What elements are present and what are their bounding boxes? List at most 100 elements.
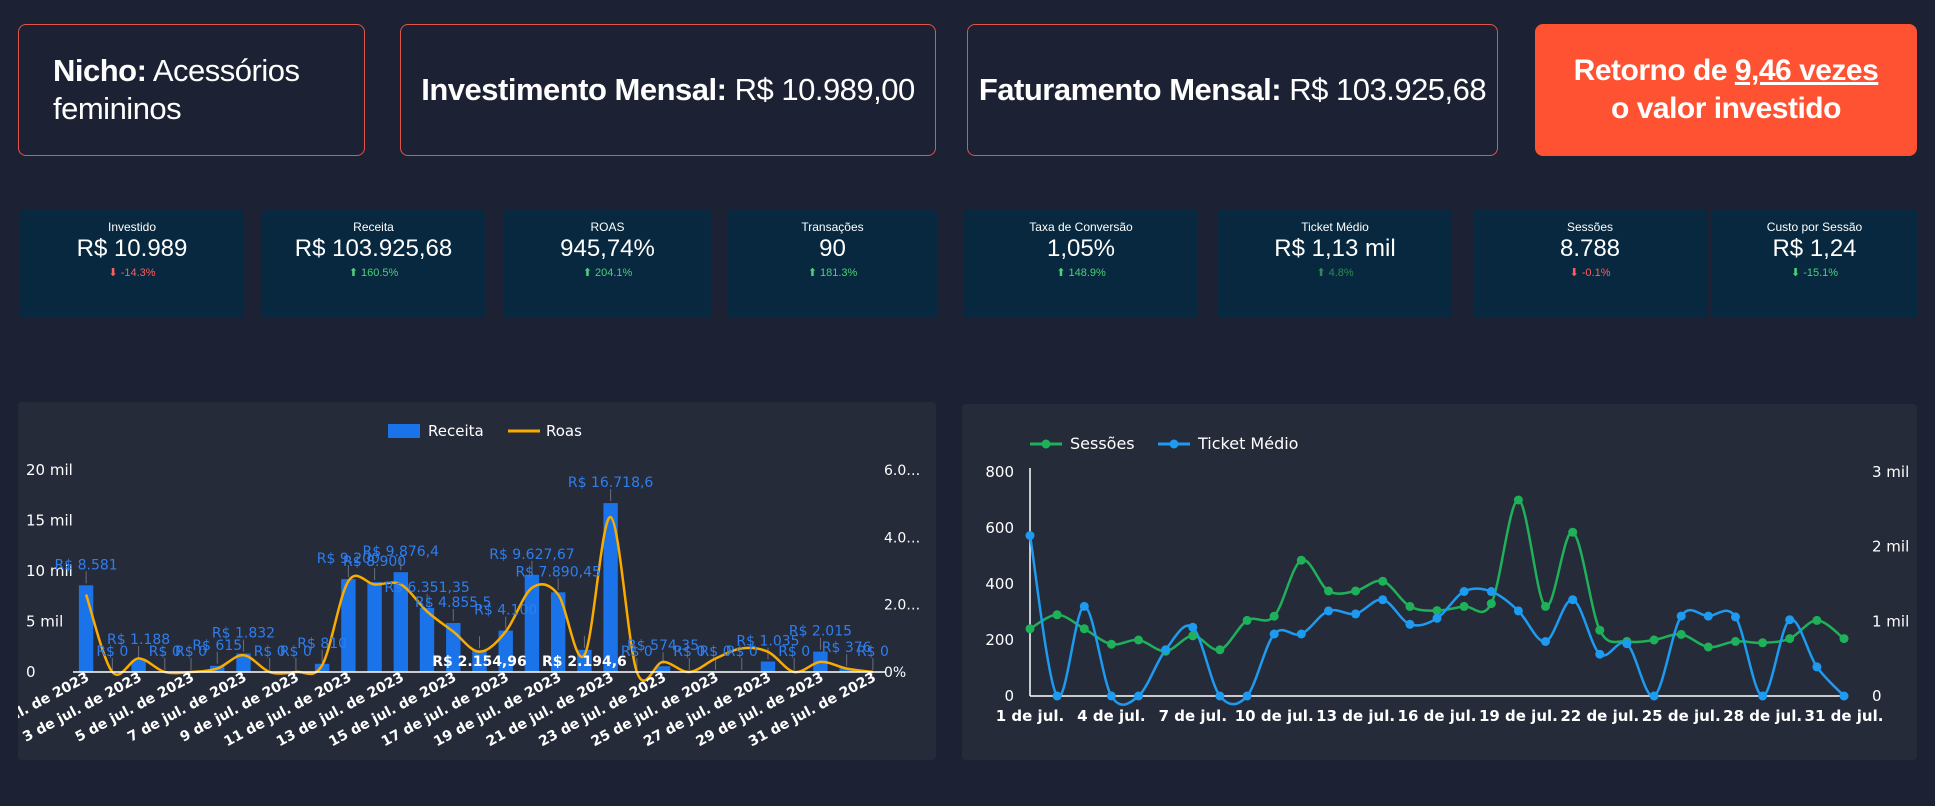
line-roas[interactable] (84, 515, 874, 682)
point-ticket-medio[interactable] (1513, 606, 1523, 616)
legend-ticket-medio[interactable]: Ticket Médio (1158, 434, 1298, 453)
sessoes-ticket-chart[interactable]: Sessões Ticket Médio 0 200 400 600 800 0 1 mil 2 … (962, 404, 1917, 760)
point-ticket-medio[interactable] (1134, 691, 1143, 701)
point-ticket-medio[interactable] (1269, 629, 1279, 639)
point-sessoes[interactable] (1676, 629, 1686, 639)
point-sessoes[interactable] (1513, 495, 1523, 505)
point-ticket-medio[interactable] (1351, 609, 1361, 619)
point-ticket-medio[interactable] (1405, 619, 1415, 629)
point-ticket-medio[interactable] (1432, 613, 1442, 623)
point-ticket-medio[interactable] (1161, 645, 1171, 655)
point-ticket-medio[interactable] (1106, 691, 1116, 701)
data-label-receita: R$ 4.855,5 (415, 595, 492, 611)
point-sessoes[interactable] (1351, 586, 1361, 596)
point-ticket-medio[interactable] (1025, 531, 1035, 540)
bar-receita[interactable] (603, 503, 618, 672)
point-sessoes[interactable] (1242, 615, 1252, 625)
point-ticket-medio[interactable] (1812, 662, 1822, 672)
point-sessoes[interactable] (1486, 599, 1496, 609)
point-ticket-medio[interactable] (1785, 615, 1795, 625)
point-ticket-medio[interactable] (1839, 691, 1849, 701)
point-ticket-medio[interactable] (1378, 595, 1388, 605)
point-ticket-medio[interactable] (1079, 601, 1089, 611)
point-ticket-medio[interactable] (1459, 587, 1469, 596)
bar-receita[interactable] (341, 579, 356, 672)
point-sessoes[interactable] (1188, 631, 1198, 641)
point-sessoes[interactable] (1378, 576, 1388, 586)
point-ticket-medio[interactable] (1676, 611, 1686, 621)
point-sessoes[interactable] (1731, 636, 1740, 646)
retorno-prefix: Retorno de (1573, 54, 1735, 87)
kpi-delta-value: -14.3% (120, 267, 156, 279)
bar-receita[interactable] (314, 663, 330, 672)
legend-receita[interactable]: Receita (388, 422, 484, 440)
y-left-tick-label: 400 (985, 575, 1014, 593)
legend-label: Roas (546, 422, 582, 440)
receita-roas-chart[interactable]: Receita Roas 0 5 mil 10 mil 15 mil 20 mil 0% 2.0… (0, 402, 936, 760)
point-ticket-medio[interactable] (1595, 649, 1605, 659)
point-ticket-medio[interactable] (1215, 691, 1225, 701)
bar-receita[interactable] (839, 668, 854, 672)
point-ticket-medio[interactable] (1649, 691, 1659, 701)
x-tick-label: 4 de jul. (1077, 707, 1145, 725)
nicho-label: Nicho: (53, 53, 147, 88)
point-ticket-medio[interactable] (1541, 637, 1550, 646)
point-sessoes[interactable] (1134, 635, 1143, 645)
point-ticket-medio[interactable] (1324, 606, 1333, 616)
kpi-label: Taxa de Conversão (1029, 220, 1133, 234)
arrow-up-icon: ⬆ (1316, 267, 1329, 279)
bar-receita[interactable] (419, 607, 435, 672)
point-sessoes[interactable] (1025, 624, 1035, 634)
bar-receita[interactable] (498, 630, 513, 672)
point-ticket-medio[interactable] (1622, 639, 1632, 649)
point-sessoes[interactable] (1296, 555, 1306, 565)
point-sessoes[interactable] (1052, 610, 1062, 620)
bar-receita[interactable] (472, 650, 487, 672)
y-left-tick-label: 0 (26, 663, 36, 681)
bar-receita[interactable] (524, 574, 540, 672)
point-sessoes[interactable] (1839, 634, 1849, 644)
receita-roas-chart-panel: Receita Roas 0 5 mil 10 mil 15 mil 20 mil 0% 2.0… (0, 402, 936, 760)
legend-roas[interactable]: Roas (508, 422, 582, 440)
point-sessoes[interactable] (1106, 639, 1116, 649)
kpi-value: 90 (819, 235, 846, 262)
point-sessoes[interactable] (1541, 601, 1550, 611)
point-sessoes[interactable] (1649, 635, 1659, 645)
bar-receita[interactable] (131, 660, 146, 672)
bar-receita[interactable] (393, 572, 408, 672)
point-sessoes[interactable] (1079, 624, 1089, 634)
point-sessoes[interactable] (1459, 601, 1469, 611)
point-sessoes[interactable] (1785, 634, 1795, 644)
sessoes-ticket-chart-panel: Sessões Ticket Médio 0 200 400 600 800 0 1 mil 2 … (962, 404, 1917, 760)
point-sessoes[interactable] (1324, 586, 1333, 596)
point-ticket-medio[interactable] (1052, 691, 1062, 701)
point-ticket-medio[interactable] (1568, 595, 1578, 605)
kpi-delta: ⬆ 4.8% (1316, 266, 1353, 279)
bar-receita[interactable] (760, 661, 776, 673)
point-sessoes[interactable] (1568, 527, 1578, 537)
point-sessoes[interactable] (1269, 611, 1279, 621)
bar-receita[interactable] (551, 592, 566, 672)
point-sessoes[interactable] (1703, 642, 1713, 652)
point-ticket-medio[interactable] (1296, 629, 1306, 639)
line-sessoes[interactable] (1029, 498, 1845, 653)
point-ticket-medio[interactable] (1731, 612, 1740, 622)
point-sessoes[interactable] (1758, 638, 1768, 648)
point-ticket-medio[interactable] (1188, 622, 1198, 632)
x-tick-label: 25 de jul. (1642, 707, 1721, 725)
point-ticket-medio[interactable] (1703, 611, 1713, 621)
point-ticket-medio[interactable] (1486, 587, 1496, 596)
point-sessoes[interactable] (1405, 601, 1415, 611)
faturamento-label: Faturamento Mensal: (978, 72, 1282, 107)
point-sessoes[interactable] (1595, 625, 1605, 635)
point-ticket-medio[interactable] (1242, 691, 1252, 701)
legend-sessoes[interactable]: Sessões (1030, 434, 1135, 453)
point-sessoes[interactable] (1812, 615, 1822, 625)
bar-receita[interactable] (367, 582, 382, 672)
point-sessoes[interactable] (1215, 645, 1225, 655)
kpi-value: R$ 1,24 (1772, 235, 1857, 262)
point-ticket-medio[interactable] (1758, 691, 1768, 701)
point-sessoes[interactable] (1432, 606, 1442, 616)
bar-receita[interactable] (236, 653, 251, 673)
bar-receita[interactable] (655, 666, 671, 672)
